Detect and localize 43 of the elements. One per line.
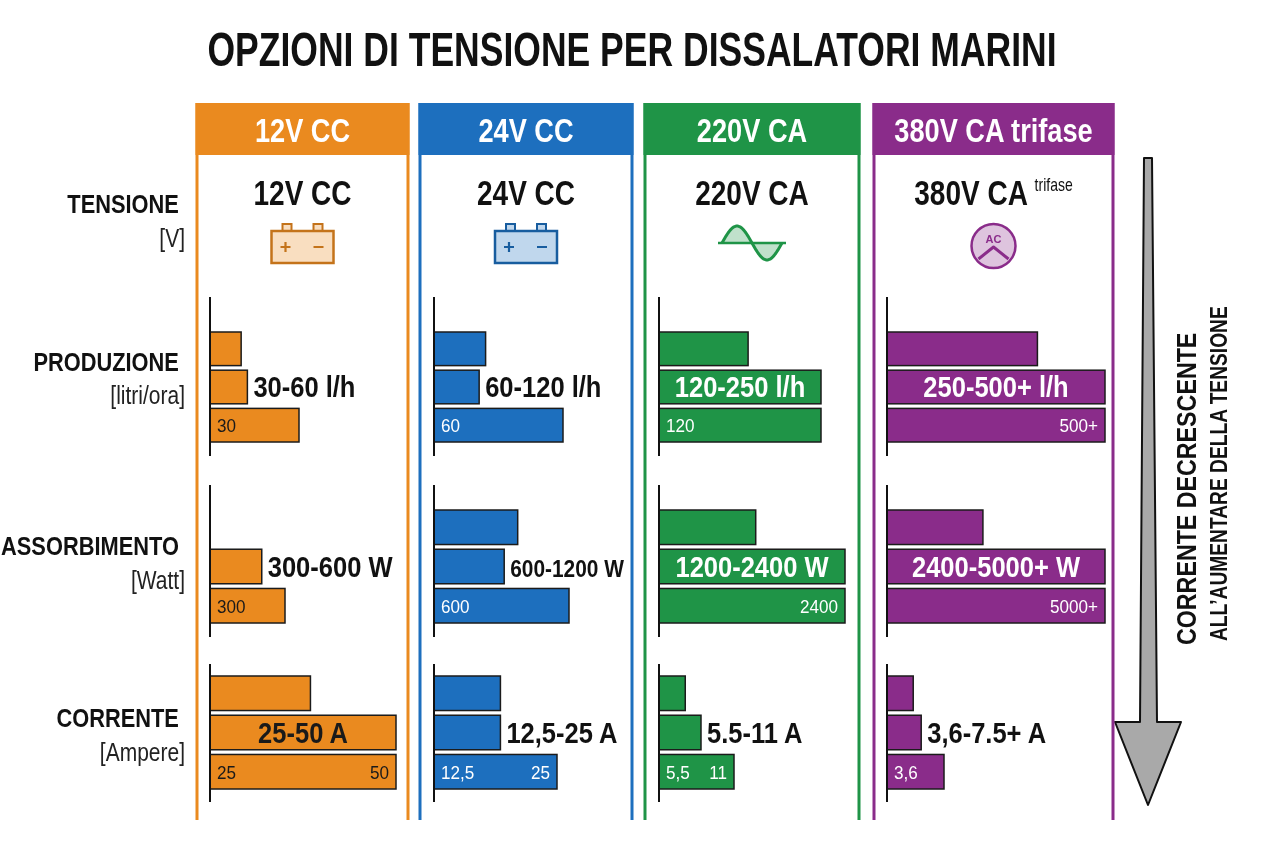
text: AC (985, 233, 1002, 245)
annotation: 2400 (799, 595, 838, 617)
annotation: 120-250 l/h (674, 370, 806, 404)
text: 380V CA trifase (894, 111, 1093, 150)
annotation: 300 (217, 595, 246, 617)
text: OPZIONI DI TENSIONE PER DISSALATORI MARINI (207, 22, 1057, 77)
text: CORRENTE DECRESCENTE (1170, 332, 1202, 645)
annotation: 25 (530, 761, 550, 783)
text: 220V CA (696, 111, 808, 150)
annotation: 5,5 (666, 761, 690, 783)
annotation: 2400-5000+ W (911, 549, 1081, 583)
y-axis-title: PRODUZIONE [litri/ora] (33, 346, 185, 410)
annotation: 3,6-7.5+ A (927, 715, 1047, 749)
annotation: 12,5-25 A (506, 715, 618, 749)
annotation: 600 (441, 595, 470, 617)
y-axis-title: ASSORBIMENTO [Watt] (1, 531, 185, 595)
y-axis-title: CORRENTE [Ampere] (56, 703, 185, 767)
annotation: 60 (441, 415, 461, 437)
annotation: 25-50 A (258, 715, 348, 749)
annotation: 25 (217, 761, 237, 783)
text: 12V CC (253, 172, 352, 213)
annotation: 300-600 W (267, 549, 393, 583)
text: 12V CC (254, 111, 351, 150)
annotation: 60-120 l/h (485, 370, 602, 404)
annotation: 5000+ (1050, 595, 1098, 617)
text: 380V CA $^{trifase}$ (914, 172, 1073, 213)
annotation: 11 (709, 761, 727, 783)
annotation: 250-500+ l/h (923, 370, 1069, 404)
annotation: 1200-2400 W (675, 549, 829, 583)
annotation: 30-60 l/h (253, 370, 356, 404)
annotation: 5.5-11 A (707, 715, 803, 749)
annotation: 12,5 (441, 761, 475, 783)
text: 220V CA (695, 172, 809, 213)
annotation: 600-1200 W (510, 555, 625, 582)
annotation: 50 (369, 761, 389, 783)
text: TENSIONE [V] (67, 189, 185, 253)
text: ALL’AUMENTARE DELLA TENSIONE (1204, 306, 1233, 641)
text: 24V CC (478, 111, 574, 150)
annotation: 3,6 (894, 761, 918, 783)
annotation: 30 (217, 415, 237, 437)
annotation: 500+ (1059, 415, 1098, 437)
annotation: 120 (666, 415, 695, 437)
text: 24V CC (476, 172, 576, 213)
